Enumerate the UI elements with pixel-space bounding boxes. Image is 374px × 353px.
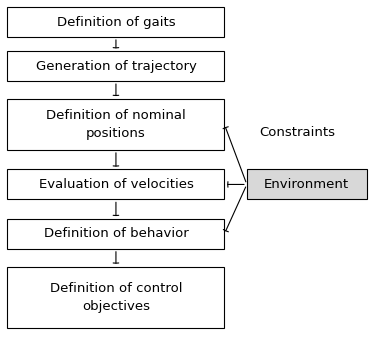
FancyBboxPatch shape	[7, 7, 224, 37]
Text: Constraints: Constraints	[259, 126, 335, 139]
FancyBboxPatch shape	[7, 267, 224, 328]
Text: Definition of behavior: Definition of behavior	[43, 227, 188, 240]
Text: Generation of trajectory: Generation of trajectory	[36, 60, 196, 73]
Text: Definition of gaits: Definition of gaits	[56, 16, 175, 29]
FancyBboxPatch shape	[7, 99, 224, 150]
Text: Definition of nominal
positions: Definition of nominal positions	[46, 109, 186, 140]
FancyBboxPatch shape	[7, 51, 224, 81]
Text: Definition of control
objectives: Definition of control objectives	[50, 282, 182, 313]
FancyBboxPatch shape	[7, 169, 224, 199]
FancyBboxPatch shape	[7, 219, 224, 249]
FancyBboxPatch shape	[247, 169, 367, 199]
Text: Evaluation of velocities: Evaluation of velocities	[39, 178, 193, 191]
Text: Environment: Environment	[264, 178, 349, 191]
